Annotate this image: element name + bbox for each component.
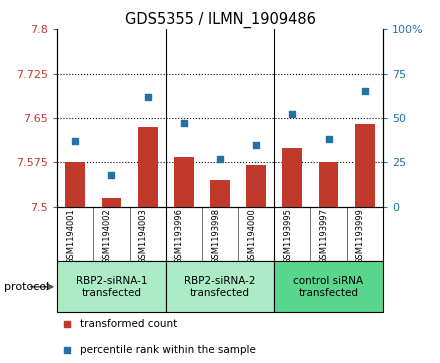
Point: [108, 172, 115, 178]
Point: [253, 142, 260, 147]
Text: GSM1194000: GSM1194000: [247, 208, 256, 264]
Text: GSM1194002: GSM1194002: [103, 208, 111, 264]
Bar: [355, 124, 375, 207]
Point: [289, 111, 296, 117]
Point: [361, 88, 368, 94]
Text: GSM1193999: GSM1193999: [356, 208, 365, 264]
Text: RBP2-siRNA-2
transfected: RBP2-siRNA-2 transfected: [184, 276, 256, 298]
Text: control siRNA
transfected: control siRNA transfected: [293, 276, 363, 298]
Text: GSM1194003: GSM1194003: [139, 208, 148, 264]
Point: [144, 94, 151, 99]
Text: GSM1194001: GSM1194001: [66, 208, 75, 264]
Text: GSM1193998: GSM1193998: [211, 208, 220, 264]
Bar: [274, 261, 383, 312]
Bar: [57, 261, 166, 312]
Point: [63, 347, 70, 353]
Text: transformed count: transformed count: [80, 319, 177, 329]
Text: percentile rank within the sample: percentile rank within the sample: [80, 345, 256, 355]
Point: [325, 136, 332, 142]
Point: [180, 121, 187, 126]
Point: [63, 321, 70, 327]
Bar: [246, 166, 266, 207]
Bar: [166, 261, 274, 312]
Title: GDS5355 / ILMN_1909486: GDS5355 / ILMN_1909486: [125, 12, 315, 28]
Text: RBP2-siRNA-1
transfected: RBP2-siRNA-1 transfected: [76, 276, 147, 298]
Bar: [282, 148, 302, 207]
Bar: [66, 162, 85, 207]
Text: GSM1193997: GSM1193997: [319, 208, 329, 264]
Bar: [102, 198, 121, 207]
Bar: [174, 156, 194, 207]
Text: GSM1193996: GSM1193996: [175, 208, 184, 264]
Text: protocol: protocol: [4, 282, 50, 292]
Bar: [319, 162, 338, 207]
Text: GSM1193995: GSM1193995: [283, 208, 292, 264]
Bar: [210, 180, 230, 207]
Bar: [138, 127, 158, 207]
Point: [72, 138, 79, 144]
Point: [216, 156, 224, 162]
